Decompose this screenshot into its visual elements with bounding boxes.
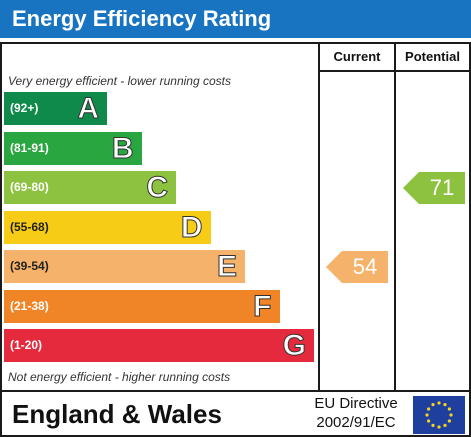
eu-star	[443, 423, 447, 427]
potential-rating-marker-value: 71	[429, 174, 455, 200]
eu-star	[427, 407, 431, 411]
current-rating-marker-value: 54	[352, 253, 378, 279]
band-letter: A	[77, 92, 100, 126]
footer-divider	[0, 390, 471, 392]
band-f: (21-38) F	[4, 289, 280, 323]
bottom-note: Not energy efficient - higher running co…	[8, 370, 231, 384]
eu-star	[443, 403, 447, 407]
band-letter: E	[216, 250, 237, 284]
eu-star	[447, 407, 451, 411]
eu-star	[425, 413, 429, 417]
region-label: England & Wales	[12, 399, 222, 429]
chart-title: Energy Efficiency Rating	[0, 0, 471, 38]
current-rating-marker: 54	[326, 250, 388, 283]
potential-rating-marker-arrow	[403, 171, 419, 204]
current-column-divider	[318, 42, 320, 390]
directive-line-2: 2002/91/EC	[316, 414, 396, 431]
band-g: (1-20) G	[4, 329, 314, 363]
header-divider	[318, 70, 471, 72]
band-d: (55-68) D	[4, 210, 211, 244]
band-letter: F	[253, 289, 272, 323]
band-range-label: (81-91)	[10, 140, 49, 155]
band-range-label: (1-20)	[10, 338, 43, 352]
eu-star	[437, 401, 441, 405]
top-note: Very energy efficient - lower running co…	[8, 74, 231, 88]
eu-star	[437, 425, 441, 429]
eu-directive: EU Directive 2002/91/EC	[300, 394, 412, 432]
band-letter: D	[180, 210, 203, 244]
directive-line-1: EU Directive	[314, 395, 398, 412]
band-letter: B	[111, 131, 134, 165]
current-column-header: Current	[333, 49, 381, 64]
band-range-label: (55-68)	[10, 219, 49, 234]
band-range-label: (21-38)	[10, 298, 49, 313]
band-range-label: (69-80)	[10, 180, 49, 194]
eu-star	[447, 419, 451, 423]
band-range-label: (92+)	[10, 101, 39, 115]
band-letter: C	[146, 171, 169, 205]
band-letter: G	[282, 329, 306, 363]
eu-star	[449, 413, 453, 417]
potential-column-header: Potential	[405, 49, 460, 64]
band-b: (81-91) B	[4, 131, 142, 165]
eu-star	[431, 423, 435, 427]
eu-flag-icon	[413, 396, 465, 434]
potential-column-divider	[394, 42, 396, 390]
eu-star	[431, 403, 435, 407]
eu-star	[427, 419, 431, 423]
band-e: (39-54) E	[4, 250, 245, 284]
potential-rating-marker: 71	[403, 171, 465, 204]
chart-frame	[0, 42, 471, 437]
band-a: (92+) A	[4, 92, 107, 126]
current-rating-marker-arrow	[326, 250, 342, 283]
band-range-label: (39-54)	[10, 259, 49, 273]
band-c: (69-80) C	[4, 171, 176, 205]
